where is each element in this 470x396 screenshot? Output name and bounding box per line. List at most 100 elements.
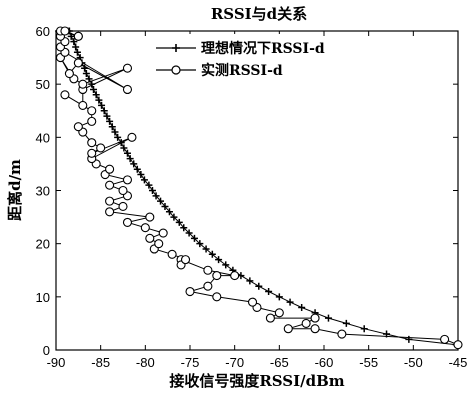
ideal-point [111,128,119,136]
ideal-point [98,101,106,109]
measured-point [122,84,133,95]
measured-point [78,100,88,110]
ideal-point [360,325,368,333]
measured-point [453,340,463,350]
ideal-point [145,181,153,189]
measured-point [337,329,347,339]
measured-point [105,196,115,206]
measured-point [154,239,164,249]
chart-title: RSSI与d关系 [211,5,307,23]
ideal-point [103,112,111,120]
measured-point [105,180,115,190]
ideal-point [196,240,204,248]
y-tick-label: 30 [36,184,50,199]
measured-point [283,324,293,334]
ideal-point [170,213,178,221]
measured-point [105,207,115,217]
measured-point [301,318,311,328]
ideal-point [133,165,141,173]
measured-point [87,138,97,148]
ideal-point [100,107,108,115]
measured-point [73,122,83,132]
legend: 理想情况下RSSI-d 实测RSSI-d [150,34,325,86]
measured-point [122,175,133,185]
ideal-point [405,335,413,343]
ideal-point [265,288,273,296]
ideal-point [342,319,350,327]
x-tick-label: -65 [270,355,289,370]
ideal-point [73,48,81,56]
ideal-point [286,298,294,306]
ideal-point [222,261,230,269]
measured-point [274,308,284,318]
ideal-point [148,187,156,194]
ideal-point [108,123,116,131]
ideal-point [130,160,138,168]
measured-point [127,132,137,142]
measured-point [118,201,128,211]
measured-point [96,143,106,153]
measured-point [145,233,155,243]
x-axis-label: 接收信号强度RSSI/dBm [169,372,344,390]
x-tick-label: -75 [181,355,200,370]
measured-point [145,212,155,222]
ideal-point [123,149,131,157]
ideal-point [246,277,254,285]
ideal-point [185,229,193,237]
ideal-point [126,155,134,163]
ideal-point [90,85,98,93]
measured-point [60,26,70,36]
measured-point [78,79,88,89]
y-tick-label: 0 [43,343,50,358]
ideal-point [152,192,160,200]
ideal-point [114,133,122,141]
measured-point [212,292,222,302]
x-tick-label: -55 [359,355,378,370]
ideal-point [215,256,223,264]
y-axis: 0 10 20 30 40 50 60 [36,24,458,358]
ideal-point [85,75,93,83]
measured-point [158,228,168,238]
measured-point [122,63,133,73]
x-tick-label: -70 [225,355,244,370]
measured-point [64,68,74,79]
measured-point [230,271,240,281]
x-tick-label: -90 [47,355,66,370]
ideal-point [161,202,169,210]
legend-label-ideal: 理想情况下RSSI-d [201,40,325,57]
ideal-point [202,245,210,253]
ideal-point [324,314,332,322]
x-tick-label: -85 [91,355,110,370]
ideal-point [165,208,173,216]
measured-point [310,324,320,334]
measured-point [203,281,213,291]
ideal-point [190,234,198,242]
y-tick-label: 40 [36,130,50,145]
measured-point [310,313,320,323]
series-layer [55,26,463,350]
legend-marker-ideal [172,44,180,52]
measured-point [122,217,133,227]
x-axis: -90 -85 -80 -75 -70 -65 -60 -55 -50 -45 [47,31,467,370]
ideal-point [175,218,183,226]
measured-point [105,164,115,174]
ideal-point [180,224,188,232]
measured-point [180,255,191,265]
measured-point [185,286,195,297]
ideal-point [208,250,216,258]
measured-point [87,106,97,116]
ideal-point [106,117,114,125]
ideal-point [275,293,283,301]
legend-marker-measured [171,65,181,75]
ideal-point [72,43,80,51]
measured-point [73,58,83,68]
measured-point [140,223,150,233]
y-tick-label: 50 [36,77,50,92]
x-tick-label: -80 [136,355,155,370]
x-tick-label: -50 [404,355,423,370]
ideal-point [120,144,128,152]
ideal-point [92,91,100,99]
measured-point [167,249,177,259]
measured-point [212,271,222,281]
